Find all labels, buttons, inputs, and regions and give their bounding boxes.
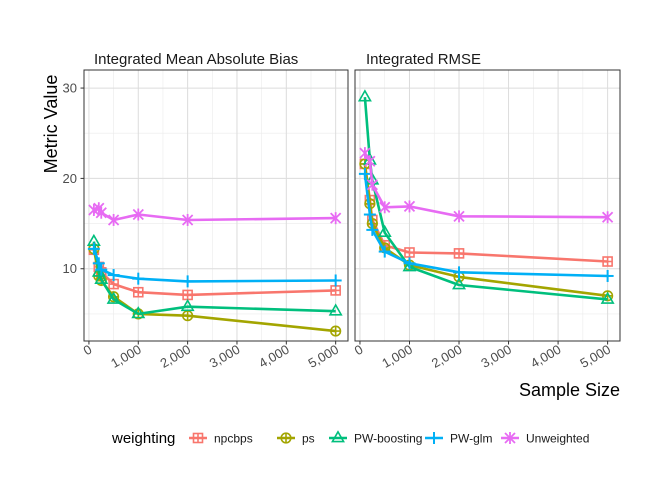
data-point-unweighted (366, 178, 378, 191)
data-point-pw-boosting (106, 291, 121, 304)
legend-item-ps: ps (277, 432, 315, 446)
panel-right-series (357, 89, 615, 304)
legend-label: PW-boosting (354, 432, 422, 446)
y-tick-label: 20 (63, 171, 77, 186)
legend-key-ps (280, 432, 292, 444)
data-point-pw-boosting (328, 303, 343, 316)
data-point-pw-glm (92, 257, 105, 270)
series-unweighted (88, 202, 342, 226)
y-axis-ticks: 10 20 30 (63, 81, 84, 276)
legend-label: PW-glm (450, 432, 492, 446)
data-point-pw-glm (366, 223, 379, 236)
data-point-pw-glm (378, 245, 391, 258)
data-point-unweighted (132, 208, 144, 221)
data-point-pw-glm (95, 263, 108, 276)
legend-items: npcbps ps PW-boosting PW-glm Unweighted (189, 430, 589, 446)
series-line-pw-boosting (92, 241, 336, 316)
data-point-pw-glm (358, 167, 371, 180)
y-axis-title: Metric Value (41, 75, 61, 174)
legend-label: npcbps (214, 432, 253, 446)
panel-left-border (83, 69, 349, 342)
data-point-ps (182, 310, 194, 322)
series-pw-glm (358, 167, 614, 282)
data-point-npcbps (602, 256, 613, 267)
data-point-unweighted (95, 206, 107, 219)
panel-right-border (354, 69, 621, 342)
panel-left-series (86, 202, 343, 337)
data-point-pw-glm (329, 274, 342, 287)
legend-item-npcbps: npcbps (189, 432, 253, 446)
legend-label: Unweighted (526, 432, 589, 446)
data-point-npcbps (132, 286, 144, 298)
data-point-pw-glm (107, 269, 120, 282)
series-unweighted (359, 147, 614, 224)
data-point-pw-boosting (377, 224, 392, 237)
data-point-pw-glm (453, 266, 466, 279)
data-point-unweighted (453, 210, 465, 223)
panel-title-right: Integrated RMSE (366, 51, 481, 68)
legend-item-unweighted: Unweighted (501, 432, 589, 446)
panel-left-grid (84, 70, 348, 341)
data-point-pw-glm (132, 272, 145, 285)
legend-key-npcbps (192, 432, 204, 444)
panel-right: Integrated RMSE 0 1,000 2,000 3,000 4,000 5,0… (352, 51, 621, 371)
x-axis-title: Sample Size (519, 380, 620, 400)
legend-item-pw-boosting: PW-boosting (329, 430, 422, 446)
data-point-ps (330, 325, 342, 337)
data-point-pw-glm (87, 242, 100, 255)
data-point-pw-glm (363, 208, 376, 221)
legend-key-pw-boosting (331, 430, 345, 443)
data-point-pw-glm (403, 257, 416, 270)
data-point-npcbps (404, 247, 415, 258)
data-point-pw-boosting (402, 259, 417, 272)
data-point-pw-boosting (357, 89, 372, 102)
data-point-unweighted (330, 212, 342, 225)
data-point-unweighted (364, 155, 376, 168)
legend-key-pw-glm (428, 432, 440, 444)
legend-label: ps (302, 432, 315, 446)
data-point-pw-glm (601, 269, 614, 282)
data-point-unweighted (107, 213, 120, 226)
data-point-unweighted (403, 200, 416, 213)
data-point-pw-boosting (600, 291, 615, 304)
data-point-pw-boosting (452, 277, 466, 290)
data-point-npcbps (453, 248, 465, 259)
panel-title-left: Integrated Mean Absolute Bias (94, 51, 298, 68)
legend-key-unweighted (504, 432, 516, 444)
data-point-unweighted (379, 201, 391, 214)
data-point-pw-boosting (180, 298, 195, 312)
panel-right-grid (355, 70, 620, 341)
data-point-unweighted (601, 211, 614, 224)
y-tick-label: 30 (63, 81, 77, 96)
data-point-pw-glm (181, 275, 194, 288)
legend: weighting npcbps ps PW-boosting PW-glm Unwei… (111, 430, 589, 447)
data-point-pw-boosting (131, 306, 146, 319)
y-tick-label: 10 (63, 261, 77, 276)
legend-item-pw-glm: PW-glm (425, 432, 492, 446)
legend-title: weighting (111, 430, 175, 447)
data-point-unweighted (181, 213, 194, 226)
data-point-pw-boosting (94, 271, 109, 284)
series-pw-glm (87, 242, 342, 288)
